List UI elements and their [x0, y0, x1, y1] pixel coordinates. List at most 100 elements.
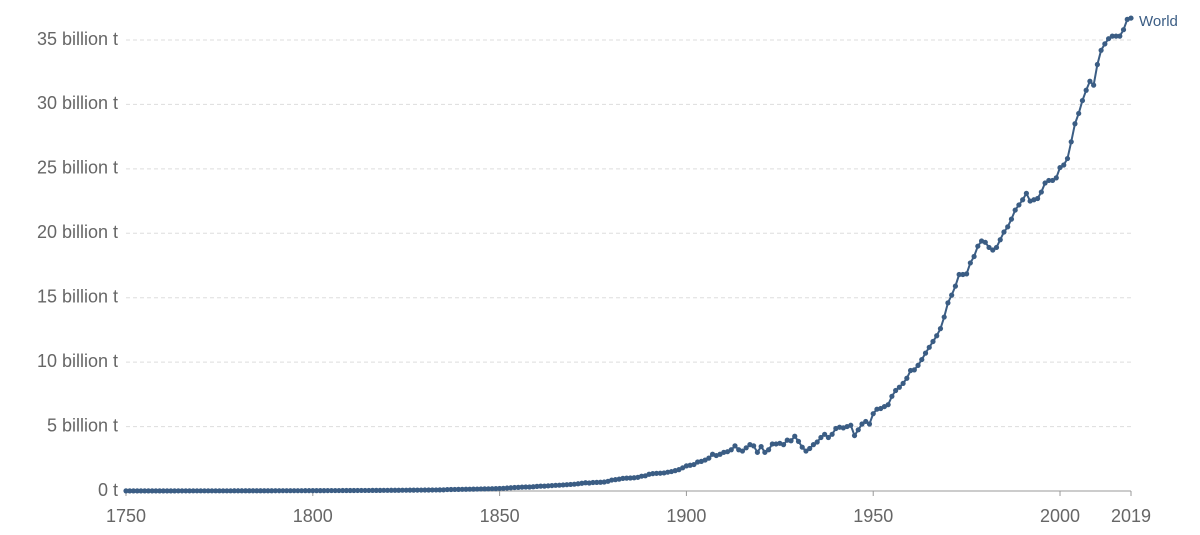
- data-point: [556, 482, 562, 488]
- series-label: World: [1139, 13, 1178, 30]
- data-point: [706, 455, 712, 461]
- data-point: [504, 485, 510, 491]
- data-point: [971, 253, 977, 260]
- data-point: [295, 488, 301, 494]
- data-point: [328, 487, 335, 494]
- data-point: [1072, 121, 1078, 127]
- data-point: [822, 431, 828, 437]
- data-point: [967, 260, 973, 266]
- data-point: [1105, 36, 1112, 42]
- data-point: [186, 488, 193, 494]
- data-point: [209, 488, 215, 494]
- data-point: [198, 488, 204, 494]
- x-tick-label: 2019: [1111, 506, 1151, 526]
- data-point: [769, 441, 775, 447]
- data-point: [1005, 224, 1011, 230]
- data-point: [149, 488, 155, 494]
- data-point: [893, 387, 899, 394]
- y-tick-label: 15 billion t: [37, 286, 118, 306]
- data-point: [213, 488, 219, 494]
- data-point: [291, 488, 297, 494]
- data-point: [1057, 164, 1063, 171]
- data-point: [280, 488, 286, 494]
- data-point: [257, 488, 264, 494]
- data-point: [851, 432, 858, 439]
- data-point: [624, 475, 630, 481]
- data-point: [411, 487, 417, 493]
- data-point: [739, 448, 746, 454]
- data-point: [609, 477, 615, 483]
- data-point: [1087, 78, 1093, 84]
- data-point: [482, 486, 488, 492]
- data-point: [990, 247, 996, 253]
- data-point: [523, 484, 529, 490]
- data-point: [1038, 189, 1044, 195]
- data-point: [859, 421, 865, 427]
- data-point: [448, 486, 454, 493]
- data-point: [426, 487, 432, 493]
- data-point: [1053, 175, 1059, 181]
- data-point: [254, 488, 260, 494]
- data-point: [306, 488, 312, 494]
- data-point: [915, 362, 921, 368]
- data-point: [164, 488, 170, 494]
- data-point: [175, 488, 181, 494]
- data-point: [467, 486, 473, 492]
- data-point: [657, 470, 663, 476]
- data-point: [381, 487, 387, 493]
- data-point: [515, 484, 521, 490]
- data-point: [470, 486, 477, 492]
- data-point: [325, 487, 331, 494]
- data-point: [1020, 197, 1026, 203]
- data-point: [373, 487, 379, 493]
- data-point: [250, 488, 256, 494]
- data-point: [1113, 33, 1119, 39]
- data-point: [463, 486, 469, 492]
- data-point: [362, 487, 368, 494]
- data-point: [814, 439, 820, 445]
- data-point: [336, 487, 342, 494]
- y-tick-label: 10 billion t: [37, 351, 118, 371]
- data-point: [1061, 162, 1067, 168]
- data-point: [452, 486, 458, 493]
- data-point: [758, 443, 764, 450]
- data-point: [732, 443, 738, 449]
- data-point: [228, 488, 234, 494]
- data-point: [478, 486, 484, 492]
- data-point: [190, 488, 196, 494]
- x-tick-label: 1850: [480, 506, 520, 526]
- data-point: [807, 445, 813, 452]
- data-point: [489, 486, 495, 492]
- data-point: [545, 483, 551, 489]
- y-tick-label: 25 billion t: [37, 158, 118, 178]
- data-point: [1079, 97, 1086, 104]
- data-point: [216, 488, 223, 494]
- data-point: [1064, 155, 1071, 162]
- data-point: [220, 488, 226, 494]
- data-point: [1117, 33, 1123, 39]
- data-point: [519, 484, 525, 490]
- y-tick-label: 0 t: [98, 480, 118, 500]
- data-point: [239, 488, 245, 494]
- data-point: [530, 484, 536, 490]
- data-point: [246, 488, 252, 494]
- data-point: [975, 243, 981, 249]
- data-point: [1094, 61, 1100, 68]
- data-point: [355, 487, 361, 494]
- data-point: [803, 448, 809, 454]
- data-point: [795, 438, 802, 444]
- data-point: [1046, 177, 1052, 184]
- x-tick-label: 1800: [293, 506, 333, 526]
- data-point: [1120, 27, 1127, 33]
- data-point: [553, 482, 559, 488]
- data-point: [792, 433, 798, 439]
- data-point: [1008, 216, 1015, 222]
- data-point: [340, 487, 346, 494]
- data-point: [1068, 139, 1074, 145]
- data-point: [993, 244, 1000, 251]
- data-point: [440, 487, 447, 493]
- data-point: [560, 482, 566, 488]
- data-point: [964, 271, 970, 277]
- data-point: [638, 473, 645, 479]
